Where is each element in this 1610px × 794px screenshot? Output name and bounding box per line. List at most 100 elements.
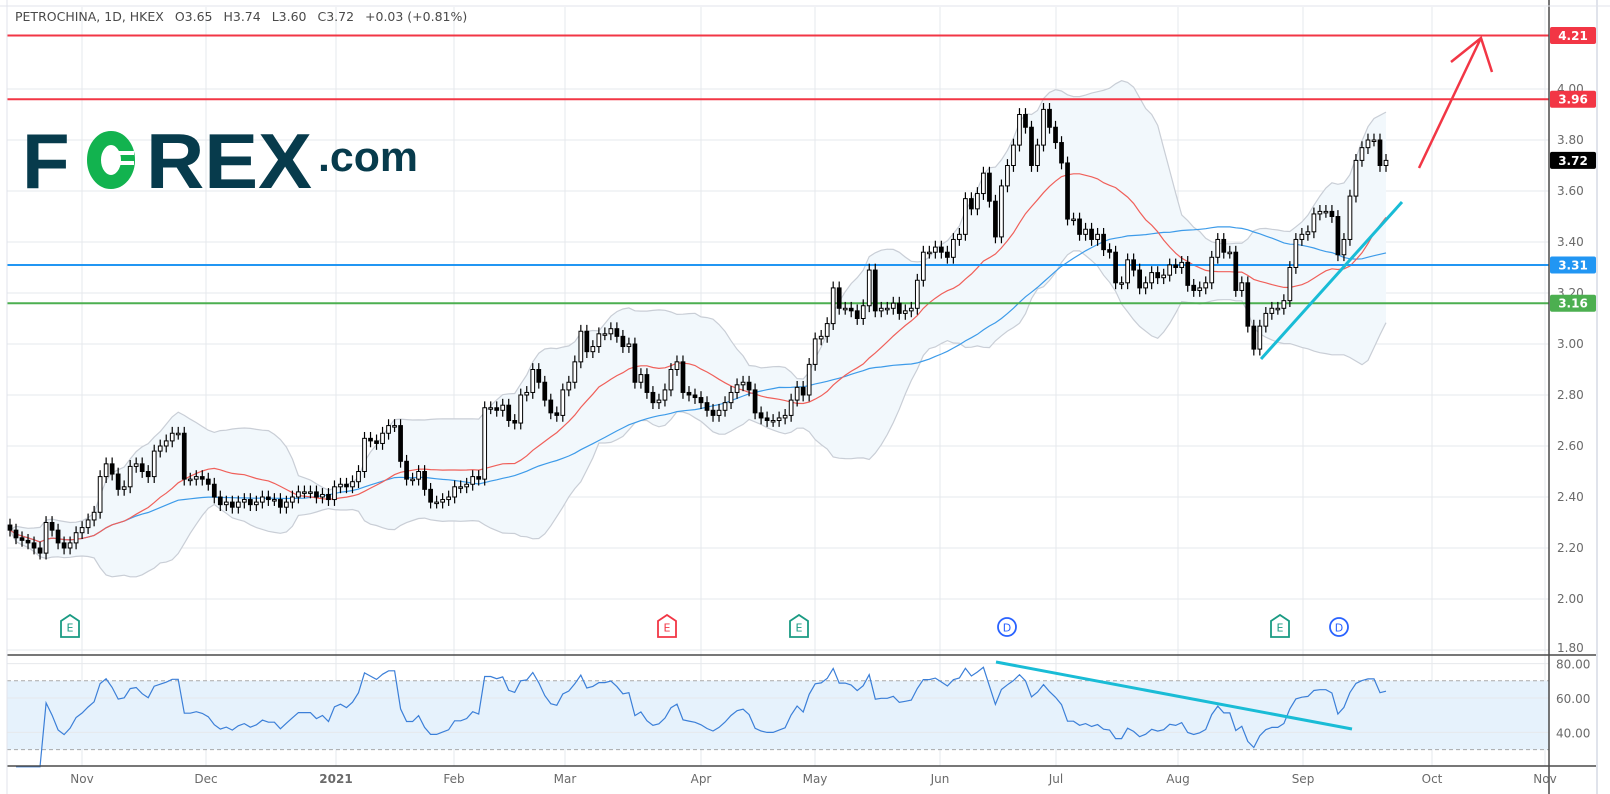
- candle-body-up: [416, 471, 421, 480]
- candle-body-up: [1035, 144, 1040, 167]
- candle: [944, 245, 950, 264]
- rsi-pane: [7, 660, 1549, 768]
- candle-body-up: [452, 486, 458, 498]
- candle-body-down: [1335, 216, 1341, 256]
- price-level-tag[interactable]: [1550, 90, 1596, 108]
- candle: [368, 431, 373, 448]
- candle-body-down: [266, 496, 271, 501]
- candle-body-down: [314, 491, 319, 498]
- price-level-tag[interactable]: [1550, 294, 1596, 312]
- candle: [217, 490, 223, 512]
- rsi-trendline[interactable]: [995, 660, 1353, 731]
- candle: [932, 240, 938, 259]
- candle-body-up: [1359, 147, 1365, 161]
- candle: [830, 281, 836, 330]
- candle-body-up: [127, 465, 133, 488]
- candle: [25, 533, 31, 550]
- earnings-marker-icon[interactable]: E: [1270, 613, 1290, 638]
- candle-body-up: [812, 338, 818, 365]
- candle-body-up: [235, 501, 241, 508]
- candle: [776, 411, 782, 427]
- earnings-marker-icon[interactable]: E: [657, 613, 677, 638]
- earnings-shape: [60, 613, 80, 638]
- candle-body-up: [79, 527, 85, 534]
- candle: [356, 465, 361, 489]
- candle: [488, 401, 494, 415]
- candle-body-up: [458, 486, 464, 489]
- dividend-marker-icon[interactable]: D: [997, 617, 1017, 637]
- candle: [302, 485, 307, 499]
- candle: [1071, 212, 1076, 226]
- candle: [386, 419, 391, 440]
- logo-letters-rex: REX: [146, 117, 312, 205]
- candle: [656, 393, 662, 410]
- drawings[interactable]: [1259, 35, 1494, 361]
- bollinger-lower-band: [9, 250, 1387, 578]
- candle: [1125, 253, 1130, 290]
- candle: [7, 518, 13, 537]
- candle-body-down: [896, 302, 902, 314]
- earnings-marker-icon[interactable]: E: [60, 613, 80, 638]
- symbol-label[interactable]: PETROCHINA, 1D, HKEX: [15, 9, 164, 24]
- candle: [686, 386, 692, 402]
- candle: [530, 363, 536, 399]
- candle-body-up: [878, 307, 884, 312]
- candle-body-down: [37, 547, 43, 554]
- candle: [157, 439, 163, 458]
- price-level-tag[interactable]: [1550, 26, 1596, 44]
- candle: [542, 375, 548, 407]
- candle-body-up: [1095, 233, 1100, 240]
- candle: [398, 419, 403, 468]
- candle-body-up: [440, 499, 445, 503]
- candle-body-up: [103, 463, 109, 478]
- target-arrow-line[interactable]: [1417, 39, 1482, 169]
- candle: [872, 263, 878, 318]
- candle-body-up: [656, 399, 662, 404]
- candle-body-down: [512, 420, 518, 424]
- candle-body-down: [1107, 249, 1112, 253]
- candle-body-down: [49, 522, 55, 531]
- dividend-marker-icon[interactable]: D: [1329, 617, 1349, 637]
- price-level-tag[interactable]: [1550, 256, 1596, 274]
- candle: [596, 327, 602, 353]
- earnings-marker-icon[interactable]: E: [789, 613, 809, 638]
- candle-body-down: [217, 496, 223, 506]
- price-level-tag-label: 3.96: [1558, 93, 1588, 107]
- candle: [13, 523, 19, 545]
- candle: [1107, 243, 1112, 259]
- candle: [1329, 205, 1335, 223]
- candle-body-up: [920, 251, 926, 281]
- price-tick-label: 3.60: [1557, 184, 1584, 198]
- rsi-tick-label: 40.00: [1556, 726, 1590, 740]
- candle: [1095, 227, 1100, 246]
- candle: [524, 386, 530, 402]
- candle-body-up: [1341, 238, 1347, 256]
- horizontal-levels[interactable]: [7, 34, 1549, 305]
- candle: [674, 355, 680, 376]
- candle-body-down: [422, 471, 427, 490]
- candle-body-down: [848, 307, 854, 312]
- candle: [896, 296, 902, 320]
- candle: [662, 383, 668, 407]
- candle: [1017, 108, 1022, 152]
- candle-body-down: [61, 542, 67, 549]
- candle-body-down: [368, 437, 373, 442]
- candle-body-up: [1257, 325, 1263, 350]
- target-arrow-head-icon[interactable]: [1450, 35, 1494, 73]
- price-trendline[interactable]: [1259, 200, 1404, 361]
- dividend-circle: [997, 617, 1017, 637]
- candle-body-up: [296, 491, 301, 498]
- candle-body-down: [710, 409, 716, 416]
- candle-body-up: [578, 330, 584, 363]
- candle: [969, 192, 974, 216]
- candle-body-up: [806, 363, 812, 396]
- candle: [632, 337, 638, 389]
- candle: [668, 363, 674, 397]
- candle-body-up: [302, 491, 307, 494]
- candle: [1221, 233, 1227, 259]
- candle: [67, 536, 73, 555]
- candle: [1383, 154, 1389, 172]
- candle-body-up: [175, 432, 181, 436]
